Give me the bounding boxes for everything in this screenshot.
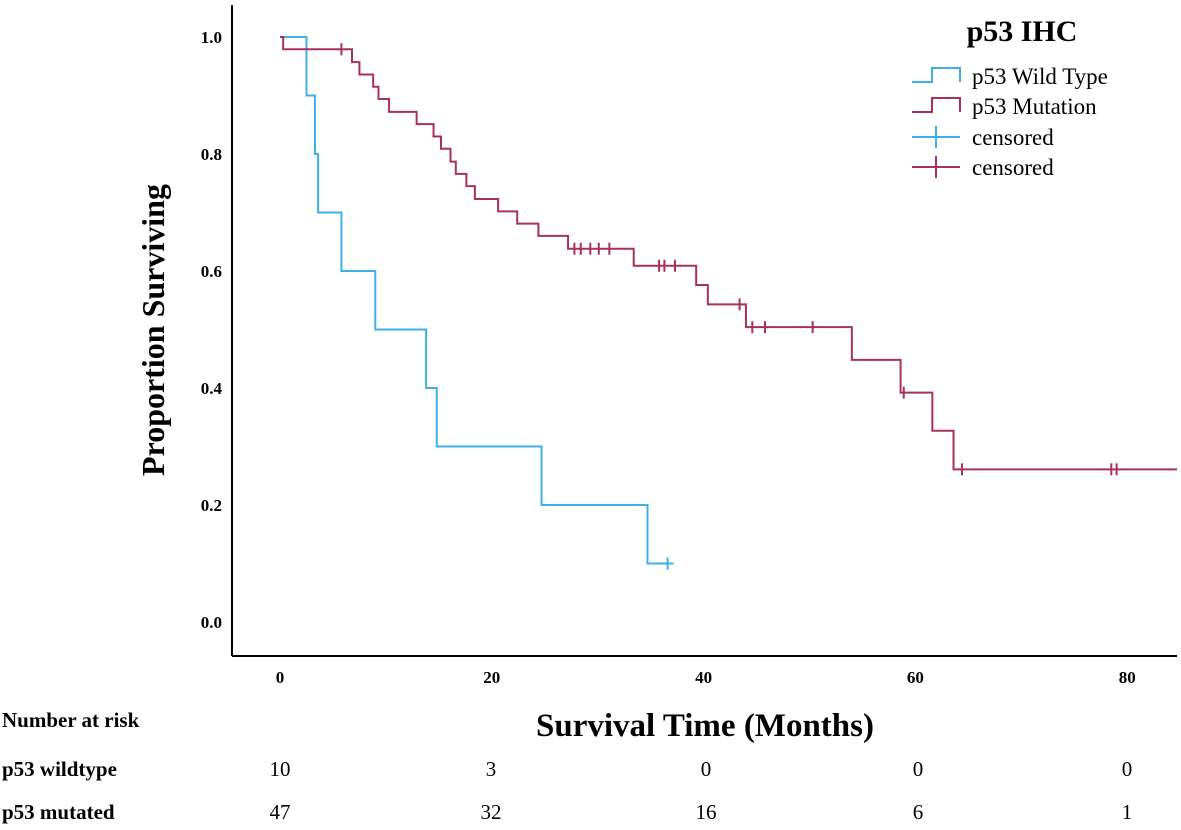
y-tick-label: 0.4	[201, 379, 223, 398]
risk-row-label: p53 wildtype	[2, 757, 117, 781]
risk-value: 0	[1121, 757, 1133, 781]
x-tick-label: 40	[695, 668, 712, 687]
legend-step-swatch	[912, 97, 961, 113]
risk-value: 0	[912, 757, 924, 781]
risk-value: 47	[269, 800, 291, 824]
risk-row-label: p53 mutated	[2, 800, 115, 824]
legend-title: p53 IHC	[967, 15, 1078, 48]
x-tick-label: 20	[483, 668, 500, 687]
legend-label: censored	[972, 155, 1054, 180]
risk-value: 1	[1121, 800, 1133, 824]
y-tick-label: 0.8	[201, 145, 222, 164]
x-tick-label: 60	[907, 668, 924, 687]
legend-label: p53 Mutation	[972, 94, 1097, 119]
legend-label: p53 Wild Type	[972, 64, 1108, 89]
risk-value: 10	[269, 757, 291, 781]
risk-value: 3	[485, 757, 497, 781]
risk-value: 32	[480, 800, 502, 824]
y-tick-label: 1.0	[201, 28, 222, 47]
axes	[231, 5, 1177, 657]
y-tick-label: 0.0	[201, 613, 222, 632]
y-tick-label: 0.2	[201, 496, 222, 515]
legend-step-swatch	[912, 67, 961, 83]
risk-value: 0	[700, 757, 712, 781]
wildtype-curve	[280, 36, 668, 565]
legend: p53 IHC p53 Wild Type p53 Mutation censored…	[912, 15, 1108, 180]
y-axis-title: Proportion Surviving	[135, 184, 171, 476]
risk-value: 16	[695, 800, 717, 824]
x-tick-label: 0	[276, 668, 285, 687]
y-tick-label: 0.6	[201, 262, 222, 281]
x-tick-label: 80	[1119, 668, 1136, 687]
mutation-curve	[280, 36, 1177, 471]
legend-label: censored	[972, 125, 1054, 150]
x-axis-title: Survival Time (Months)	[536, 708, 874, 744]
risk-value: 6	[912, 800, 924, 824]
risk-table-title: Number at risk	[2, 708, 140, 732]
survival-curves	[280, 36, 1177, 570]
ticks: 0.0 0.2 0.4 0.6 0.8 1.0 0 20 40 60 80	[201, 28, 1136, 687]
km-plot: 0.0 0.2 0.4 0.6 0.8 1.0 0 20 40 60 80 p53 IHC p53 W…	[135, 5, 1177, 687]
